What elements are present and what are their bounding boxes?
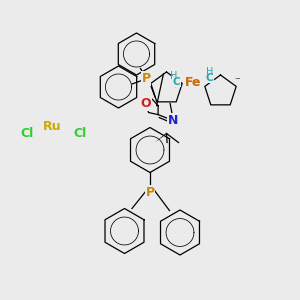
Text: Fe: Fe: [185, 76, 202, 89]
Text: C: C: [172, 76, 180, 87]
Text: Cl: Cl: [73, 127, 86, 140]
Polygon shape: [154, 134, 167, 142]
Text: N: N: [168, 114, 178, 127]
Text: H: H: [170, 70, 177, 81]
Text: H: H: [206, 67, 213, 77]
Text: ⁻: ⁻: [234, 76, 240, 86]
Text: Ru: Ru: [43, 120, 62, 133]
Text: P: P: [146, 185, 154, 199]
Text: Cl: Cl: [20, 127, 34, 140]
Text: O: O: [141, 97, 152, 110]
Text: P: P: [142, 72, 151, 85]
Text: C: C: [206, 73, 213, 83]
